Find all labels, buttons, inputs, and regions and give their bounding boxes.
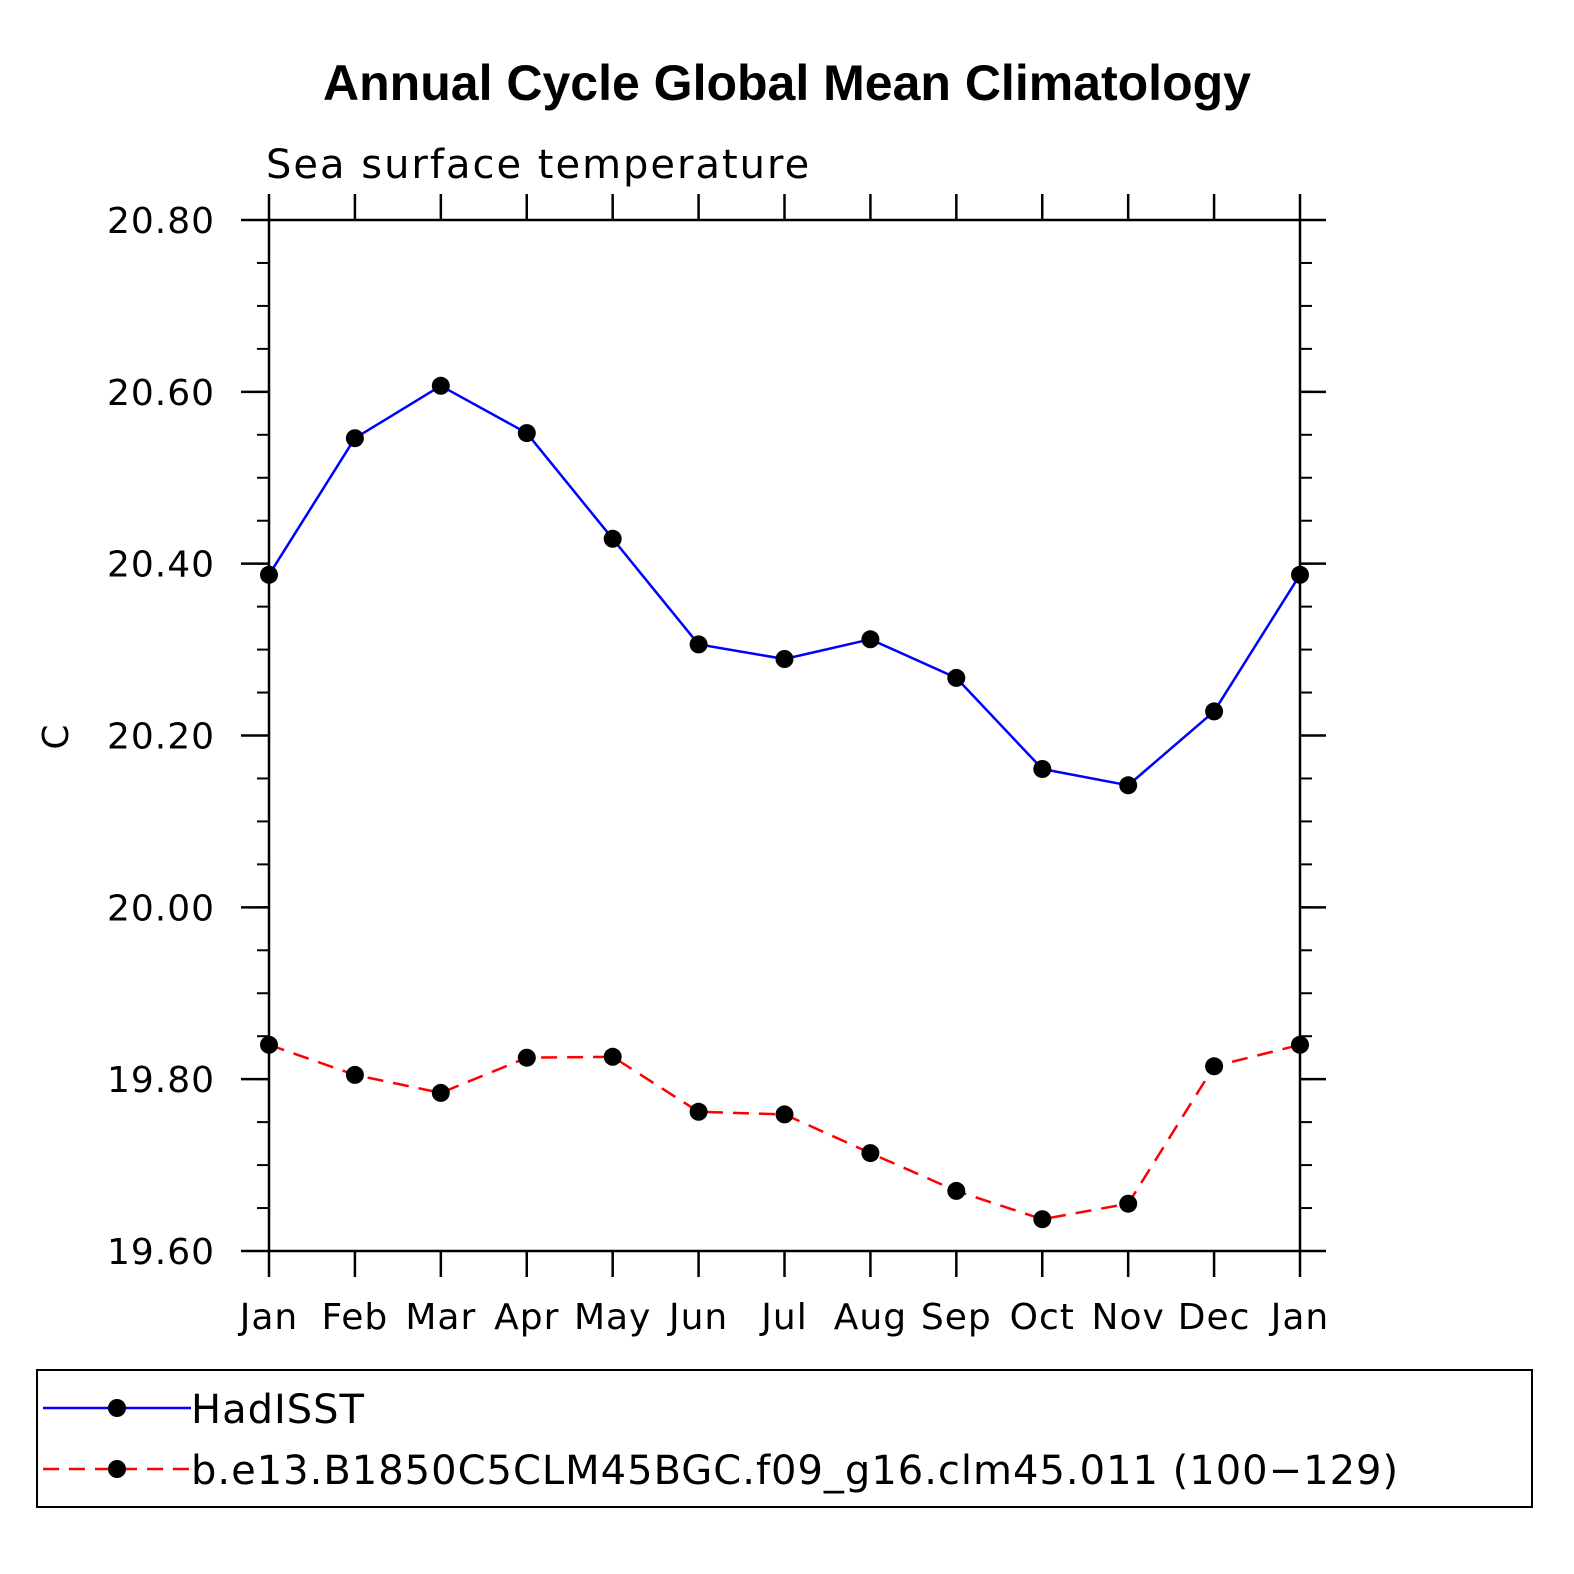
y-tick-label: 19.60 (107, 1232, 215, 1273)
data-point-0-1 (345, 429, 364, 448)
legend-box (36, 1369, 1533, 1508)
data-point-1-2 (431, 1083, 450, 1102)
x-tick-label: Jun (667, 1297, 728, 1338)
data-point-0-7 (861, 630, 880, 649)
data-point-0-6 (775, 650, 794, 668)
legend-marker-hadisst (108, 1399, 126, 1417)
data-point-1-12 (1291, 1035, 1309, 1054)
data-point-0-9 (1033, 760, 1052, 778)
data-point-1-11 (1205, 1057, 1224, 1076)
x-tick-label: Feb (322, 1297, 389, 1338)
data-point-1-5 (689, 1102, 708, 1121)
data-point-1-4 (603, 1047, 622, 1066)
y-tick-label: 20.00 (107, 888, 215, 929)
data-point-1-9 (1033, 1210, 1052, 1229)
y-tick-label: 20.40 (107, 545, 215, 586)
x-tick-label: Nov (1092, 1297, 1165, 1338)
data-point-1-10 (1119, 1194, 1138, 1213)
x-ticks (267, 194, 1302, 1277)
data-point-0-2 (431, 376, 450, 395)
x-tick-label: Dec (1178, 1297, 1251, 1338)
x-tick-label: Jan (238, 1297, 299, 1338)
y-tick-label: 19.80 (107, 1060, 215, 1101)
data-point-0-11 (1205, 702, 1224, 721)
plot-frame (267, 218, 1302, 1253)
x-tick-label: Jul (759, 1297, 807, 1338)
data-point-1-6 (775, 1105, 794, 1124)
data-point-0-3 (517, 424, 536, 443)
x-tick-label: Mar (405, 1297, 476, 1338)
y-tick-label: 20.20 (107, 717, 215, 758)
data-point-0-8 (947, 668, 966, 687)
y-minor-ticks (257, 219, 1312, 1252)
data-point-1-1 (345, 1065, 364, 1084)
x-tick-label: Sep (921, 1297, 992, 1338)
x-tick-label: Oct (1010, 1297, 1075, 1338)
x-tick-label: Aug (834, 1297, 907, 1338)
series-layer (260, 376, 1309, 1229)
legend-label-model: b.e13.B1850C5CLM45BGC.f09_g16.clm45.011 … (191, 1448, 1399, 1494)
data-point-0-12 (1291, 565, 1309, 584)
y-axis-label: C (36, 724, 77, 749)
x-tick-label: Jan (1269, 1297, 1330, 1338)
x-tick-label: May (574, 1297, 651, 1338)
y-tick-labels: 19.60 19.80 20.00 20.20 20.40 20.60 20.80 (107, 201, 215, 1273)
legend-label-hadisst: HadISST (191, 1387, 365, 1433)
data-point-1-0 (260, 1035, 278, 1054)
legend-marker-model (108, 1460, 126, 1478)
chart-subtitle: Sea surface temperature (266, 142, 811, 188)
data-point-0-4 (603, 529, 622, 548)
chart-title: Annual Cycle Global Mean Climatology (323, 55, 1251, 111)
y-tick-label: 20.60 (107, 373, 215, 414)
data-point-1-8 (947, 1181, 966, 1200)
legend: HadISST b.e13.B1850C5CLM45BGC.f09_g16.cl… (36, 1369, 1533, 1508)
data-point-1-3 (517, 1048, 536, 1067)
series-line-0 (267, 384, 1302, 787)
y-tick-label: 20.80 (107, 201, 215, 242)
data-point-0-10 (1119, 776, 1138, 795)
y-major-ticks (241, 218, 1326, 1253)
data-point-0-0 (260, 565, 278, 584)
x-tick-label: Apr (494, 1297, 559, 1338)
x-tick-labels: Jan Feb Mar Apr May Jun Jul Aug Sep Oct Nov Dec Jan (238, 1297, 1330, 1338)
series-line-1 (268, 1043, 1301, 1221)
data-point-0-5 (689, 635, 708, 654)
data-point-1-7 (861, 1144, 880, 1163)
